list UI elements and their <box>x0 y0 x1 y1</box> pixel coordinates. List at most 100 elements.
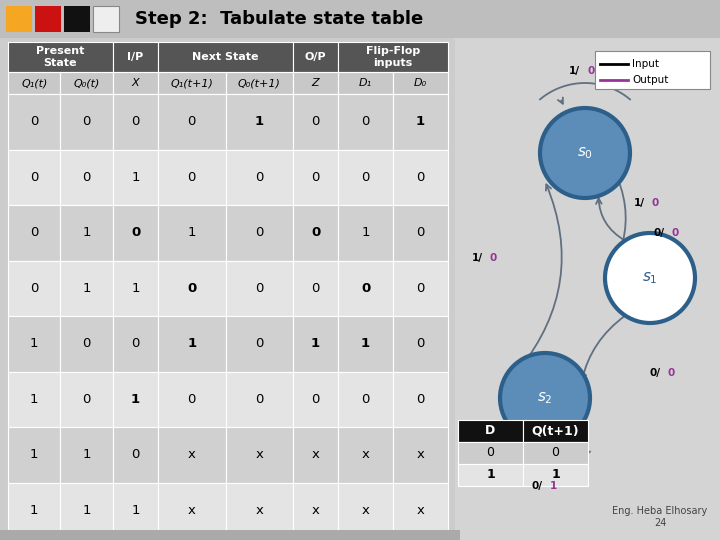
Bar <box>293 150 338 205</box>
Bar <box>458 442 523 464</box>
Text: x: x <box>256 448 264 461</box>
Text: 1: 1 <box>361 338 370 350</box>
Text: 0: 0 <box>188 171 196 184</box>
Bar <box>93 6 119 32</box>
Bar <box>455 38 720 540</box>
Text: 0/: 0/ <box>654 228 665 238</box>
Bar <box>8 260 60 316</box>
Text: 0: 0 <box>311 226 320 239</box>
Text: 0: 0 <box>255 171 264 184</box>
Bar <box>8 316 60 372</box>
Bar <box>393 72 448 94</box>
Bar <box>293 372 338 427</box>
Bar <box>35 6 61 32</box>
Bar <box>225 260 293 316</box>
Bar <box>8 427 60 483</box>
Text: 1: 1 <box>83 448 91 461</box>
Text: Output: Output <box>632 75 668 85</box>
Text: x: x <box>361 504 369 517</box>
Text: Flip-Flop
inputs: Flip-Flop inputs <box>366 46 420 68</box>
Text: 1: 1 <box>83 504 91 517</box>
Text: 1/: 1/ <box>569 66 580 76</box>
Text: 1: 1 <box>30 338 38 350</box>
Bar <box>293 316 338 372</box>
Bar <box>113 42 158 72</box>
Bar <box>523 442 588 464</box>
Bar <box>113 483 158 538</box>
Text: 0: 0 <box>131 338 140 350</box>
Bar <box>338 427 393 483</box>
Text: 0: 0 <box>83 115 91 128</box>
Bar <box>60 150 113 205</box>
Bar <box>523 464 588 486</box>
Bar <box>8 483 60 538</box>
Text: 1: 1 <box>311 338 320 350</box>
Text: D₀: D₀ <box>414 78 427 88</box>
Bar <box>113 427 158 483</box>
Bar <box>338 72 393 94</box>
Text: 1: 1 <box>131 171 140 184</box>
Text: 1: 1 <box>83 226 91 239</box>
Bar <box>338 483 393 538</box>
Text: 0: 0 <box>30 226 38 239</box>
Bar <box>113 94 158 150</box>
Bar <box>225 316 293 372</box>
Bar <box>225 150 293 205</box>
Text: 0: 0 <box>187 282 197 295</box>
Text: $s_0$: $s_0$ <box>577 145 593 161</box>
Bar <box>225 427 293 483</box>
Text: 1: 1 <box>30 448 38 461</box>
Bar <box>338 372 393 427</box>
Bar <box>8 205 60 260</box>
Text: 0: 0 <box>255 338 264 350</box>
Text: $s_2$: $s_2$ <box>537 390 553 406</box>
Bar <box>393 94 448 150</box>
Text: 1: 1 <box>361 226 370 239</box>
Text: x: x <box>312 448 320 461</box>
Bar <box>338 94 393 150</box>
Bar <box>8 72 60 94</box>
Text: x: x <box>312 504 320 517</box>
Text: 0: 0 <box>311 115 320 128</box>
Text: Q₁(t+1): Q₁(t+1) <box>171 78 213 88</box>
Bar <box>523 420 588 442</box>
Text: 0: 0 <box>311 171 320 184</box>
Bar <box>113 260 158 316</box>
Bar <box>338 150 393 205</box>
Text: 0: 0 <box>416 338 425 350</box>
Bar <box>6 6 32 32</box>
Text: 1/: 1/ <box>634 198 645 208</box>
Circle shape <box>605 233 695 323</box>
Bar <box>60 316 113 372</box>
Text: 1: 1 <box>30 504 38 517</box>
Text: Step 2:  Tabulate state table: Step 2: Tabulate state table <box>135 10 423 28</box>
Bar <box>158 483 225 538</box>
Bar <box>293 427 338 483</box>
Text: 0: 0 <box>131 226 140 239</box>
Text: x: x <box>417 448 424 461</box>
Bar <box>60 372 113 427</box>
Bar <box>8 372 60 427</box>
Bar <box>293 205 338 260</box>
Text: D: D <box>485 424 495 437</box>
Text: 0: 0 <box>672 228 679 238</box>
Bar <box>225 483 293 538</box>
Bar <box>60 94 113 150</box>
Text: 0: 0 <box>361 393 369 406</box>
Text: 0: 0 <box>361 171 369 184</box>
Text: Input: Input <box>632 59 659 69</box>
Text: 1: 1 <box>551 469 560 482</box>
Text: Z: Z <box>312 78 319 88</box>
Text: Q₀(t): Q₀(t) <box>73 78 100 88</box>
Text: Q(t+1): Q(t+1) <box>531 424 580 437</box>
Text: Q₀(t+1): Q₀(t+1) <box>238 78 281 88</box>
Bar <box>0 38 455 540</box>
Bar <box>8 150 60 205</box>
Text: I/P: I/P <box>127 52 143 62</box>
Text: 1/: 1/ <box>472 253 483 263</box>
Bar <box>393 205 448 260</box>
Bar <box>293 42 338 72</box>
Bar <box>158 205 225 260</box>
Text: 0: 0 <box>83 338 91 350</box>
Bar <box>338 42 448 72</box>
